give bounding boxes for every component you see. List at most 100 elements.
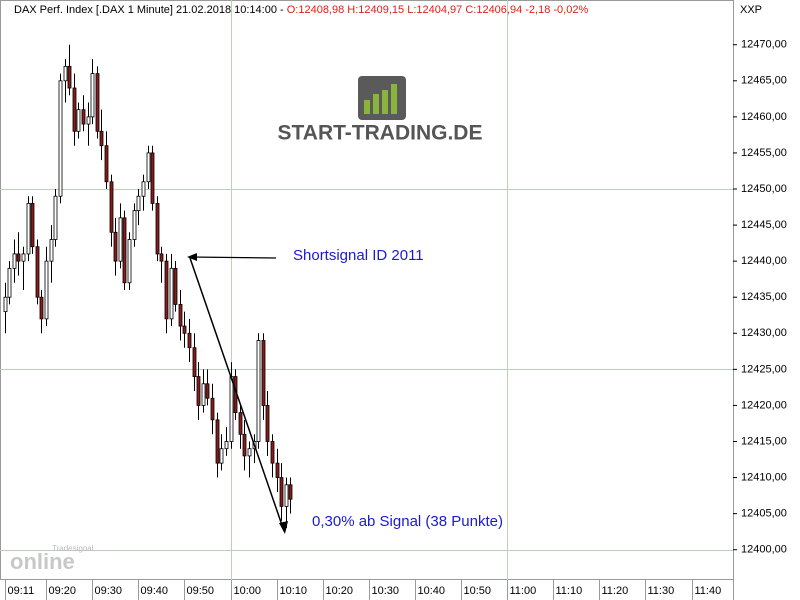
candle-body: [58, 80, 63, 197]
x-tick-label: 09:50: [187, 585, 215, 597]
logo-text: START-TRADING.DE: [278, 122, 483, 145]
logo: START-TRADING.DE: [278, 76, 483, 145]
candle-body: [99, 130, 104, 147]
x-tick-label: 09:30: [95, 585, 123, 597]
candle-body: [146, 152, 151, 183]
candle-body: [21, 253, 26, 262]
y-tick-label: 12445,00: [741, 219, 787, 231]
y-tick-label: 12465,00: [741, 75, 787, 87]
y-tick-label: 12405,00: [741, 508, 787, 520]
candle-body: [192, 347, 197, 377]
axis-label: XXP: [740, 4, 762, 16]
y-tick-label: 12455,00: [741, 147, 787, 159]
candle-body: [44, 260, 49, 320]
x-tick-label: 10:20: [326, 585, 354, 597]
y-tick-label: 12450,00: [741, 183, 787, 195]
x-tick-label: 11:30: [648, 585, 675, 597]
candle-body: [26, 203, 31, 255]
candle-body: [279, 477, 284, 507]
candle-body: [132, 210, 137, 240]
candle-body: [12, 253, 17, 269]
candle-body: [63, 65, 68, 82]
watermark: online: [10, 549, 75, 574]
y-tick-label: 12470,00: [741, 39, 787, 51]
x-tick-label: 10:30: [372, 585, 400, 597]
x-tick-label: 09:20: [49, 585, 77, 597]
candle-body: [118, 217, 123, 262]
y-tick-label: 12420,00: [741, 399, 787, 411]
arrow-head: [187, 253, 197, 261]
candle-body: [150, 152, 155, 204]
candle-body: [265, 405, 270, 442]
candle-body: [270, 441, 275, 464]
candle-body: [284, 484, 289, 507]
quote: O:12408,98 H:12409,15 L:12404,97 C:12406…: [287, 4, 589, 16]
x-tick-label: 11:40: [695, 585, 722, 597]
candle-body: [247, 448, 252, 457]
x-tick-label: 11:10: [556, 585, 583, 597]
candle-body: [67, 65, 72, 89]
candle-body: [229, 376, 234, 442]
candle-body: [30, 203, 35, 248]
annotation: Shortsignal ID 2011: [293, 247, 424, 264]
candle-body: [219, 448, 224, 464]
y-tick-label: 12440,00: [741, 255, 787, 267]
candle-body: [95, 73, 100, 132]
candle-body: [288, 484, 293, 500]
candle-body: [215, 419, 220, 464]
candle-body: [141, 181, 146, 197]
candle-body: [238, 412, 243, 435]
candle-body: [182, 325, 187, 334]
candle-body: [81, 109, 86, 125]
y-tick-label: 12430,00: [741, 327, 787, 339]
candle-body: [35, 246, 40, 298]
candle-body: [122, 217, 127, 284]
x-tick-label: 11:00: [510, 585, 537, 597]
signal-arrow: [188, 256, 277, 259]
candle-body: [196, 376, 201, 406]
y-tick-label: 12410,00: [741, 471, 787, 483]
x-tick-label: 10:00: [234, 585, 262, 597]
candle-body: [136, 195, 141, 212]
candle-body: [7, 267, 12, 298]
annotation: 0,30% ab Signal (38 Punkte): [312, 513, 503, 530]
candle-body: [224, 441, 229, 450]
candle-body: [201, 383, 206, 406]
x-tick-label: 11:20: [602, 585, 629, 597]
chart-title: DAX Perf. Index [.DAX 1 Minute] 21.02.20…: [14, 4, 588, 16]
y-tick-label: 12415,00: [741, 435, 787, 447]
candle-body: [90, 73, 95, 118]
candle-body: [3, 296, 8, 313]
candle-body: [205, 383, 210, 399]
candle-body: [173, 267, 178, 305]
title: DAX Perf. Index [.DAX 1 Minute] 21.02.20…: [14, 4, 284, 16]
candle-body: [53, 195, 58, 240]
candle-body: [178, 304, 183, 327]
x-tick-label: 09:40: [141, 585, 169, 597]
candle-body: [16, 253, 21, 262]
y-tick-label: 12460,00: [741, 111, 787, 123]
candle-body: [127, 239, 132, 284]
candle-body: [210, 397, 215, 421]
candle-body: [155, 203, 160, 255]
x-tick-label: 09:11: [8, 585, 35, 597]
x-tick-label: 10:50: [464, 585, 492, 597]
candle-body: [113, 231, 118, 262]
x-tick-label: 10:10: [280, 585, 308, 597]
candle-body: [256, 340, 261, 442]
x-tick-label: 10:40: [418, 585, 446, 597]
candle-body: [39, 296, 44, 320]
candle-body: [275, 462, 280, 478]
candle-body: [76, 109, 81, 132]
candle-body: [261, 340, 266, 406]
candle-body: [187, 332, 192, 349]
candle-body: [164, 260, 169, 320]
candle-body: [49, 239, 54, 262]
candle-body: [109, 181, 114, 233]
y-tick-label: 12400,00: [741, 544, 787, 556]
candle-body: [242, 433, 247, 457]
move-arrow: [189, 257, 285, 532]
watermark-small: Tradesignal: [52, 544, 94, 553]
